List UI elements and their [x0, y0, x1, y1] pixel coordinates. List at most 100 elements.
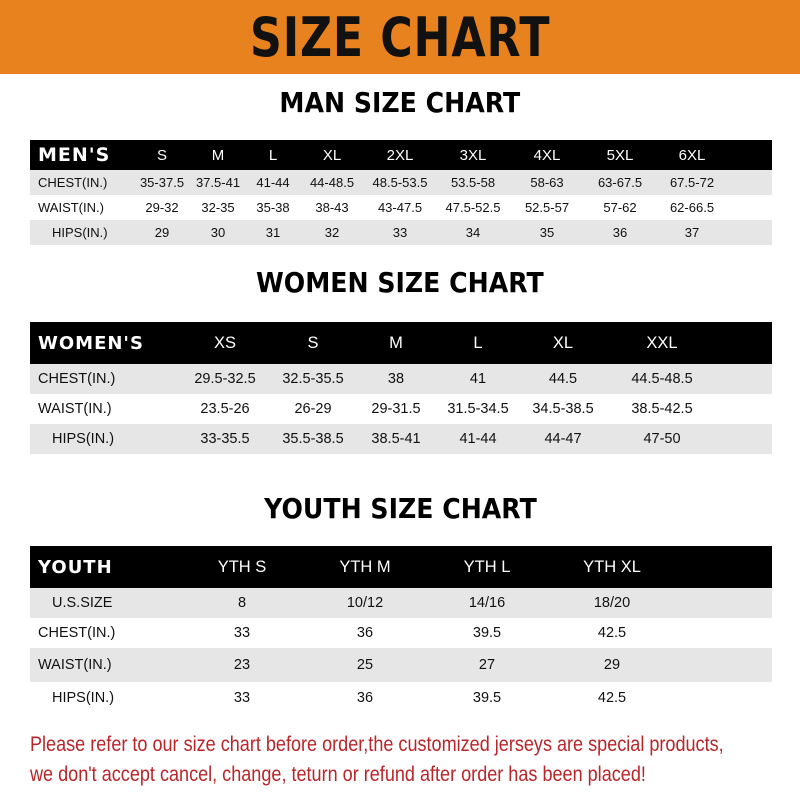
table-row: WAIST(IN.) 23 25 27 29 [30, 648, 772, 682]
table-cell: 29-32 [145, 200, 179, 215]
table-row: CHEST(IN.) 29.5-32.5 32.5-35.5 38 41 44.5 44.5… [30, 364, 772, 394]
table-cell: 47-50 [643, 431, 681, 447]
table-cell: 44-48.5 [309, 175, 355, 190]
table-cell: 35-37.5 [139, 175, 185, 190]
table-cell: 23 [233, 657, 251, 673]
size-header: M [211, 146, 225, 164]
row-label: HIPS(IN.) [52, 690, 115, 706]
table-cell: 36 [356, 625, 374, 641]
table-cell: 29.5-32.5 [194, 371, 256, 387]
size-header: L [268, 146, 278, 164]
table-cell: 67.5-72 [669, 175, 715, 190]
table-cell: 10/12 [346, 595, 384, 611]
size-chart-banner: SIZE CHART [0, 0, 800, 74]
table-cell: 34 [465, 225, 481, 240]
table-cell: 27 [478, 657, 496, 673]
header-label: YOUTH [38, 556, 113, 578]
table-cell: 42.5 [597, 625, 627, 641]
header-label: MEN'S [38, 144, 111, 166]
table-row: WAIST(IN.) 23.5-26 26-29 29-31.5 31.5-34.5 34… [30, 394, 772, 424]
row-label: CHEST(IN.) [38, 175, 108, 190]
table-row: CHEST(IN.) 33 36 39.5 42.5 [30, 618, 772, 648]
row-label: WAIST(IN.) [38, 401, 112, 417]
table-cell: 32-35 [201, 200, 235, 215]
row-label: WAIST(IN.) [38, 657, 112, 673]
size-header: 2XL [386, 146, 414, 164]
size-header: YTH L [463, 557, 511, 576]
table-cell: 18/20 [593, 595, 631, 611]
table-cell: 63-67.5 [597, 175, 643, 190]
size-header: 5XL [606, 146, 634, 164]
table-row: HIPS(IN.) 33 36 39.5 42.5 [30, 682, 772, 714]
size-header: 4XL [533, 146, 561, 164]
youth-section-title: YOUTH SIZE CHART [263, 492, 537, 525]
table-cell: 36 [356, 690, 374, 706]
size-header: XS [213, 333, 237, 352]
table-cell: 29 [154, 225, 170, 240]
table-cell: 34.5-38.5 [532, 401, 594, 417]
table-cell: 38 [387, 371, 405, 387]
notice-line-1: Please refer to our size chart before or… [30, 733, 724, 756]
size-header: XXL [646, 333, 678, 352]
table-cell: 42.5 [597, 690, 627, 706]
table-cell: 44.5 [548, 371, 578, 387]
row-label: U.S.SIZE [52, 595, 113, 611]
table-cell: 35.5-38.5 [282, 431, 344, 447]
table-cell: 43-47.5 [377, 200, 423, 215]
table-cell: 31 [265, 225, 281, 240]
table-cell: 44-47 [544, 431, 582, 447]
table-cell: 33-35.5 [200, 431, 250, 447]
table-cell: 48.5-53.5 [372, 175, 428, 190]
men-header-row: MEN'S S M L XL 2XL 3XL 4XL 5XL 6XL [30, 140, 772, 170]
table-cell: 38.5-42.5 [631, 401, 693, 417]
women-header-row: WOMEN'S XS S M L XL XXL [30, 322, 772, 364]
size-header: S [307, 333, 319, 352]
table-cell: 58-63 [530, 175, 564, 190]
size-header: S [156, 146, 168, 164]
table-cell: 33 [392, 225, 408, 240]
table-cell: 52.5-57 [524, 200, 570, 215]
table-cell: 26-29 [294, 401, 332, 417]
row-label: WAIST(IN.) [38, 200, 104, 215]
table-cell: 14/16 [468, 595, 506, 611]
men-size-table: MEN'S S M L XL 2XL 3XL 4XL 5XL 6XL CHEST(IN.) 35-37… [30, 140, 772, 245]
table-cell: 32 [324, 225, 340, 240]
row-label: HIPS(IN.) [52, 431, 115, 447]
header-label: WOMEN'S [38, 332, 144, 354]
table-cell: 36 [612, 225, 628, 240]
size-header: YTH M [339, 557, 391, 576]
table-cell: 29-31.5 [371, 401, 421, 417]
table-cell: 47.5-52.5 [445, 200, 501, 215]
table-cell: 53.5-58 [450, 175, 496, 190]
table-cell: 32.5-35.5 [282, 371, 344, 387]
table-row: WAIST(IN.) 29-32 32-35 35-38 38-43 43-47.5 47.… [30, 195, 772, 220]
table-cell: 41 [469, 371, 487, 387]
table-cell: 41-44 [256, 175, 290, 190]
table-cell: 41-44 [459, 431, 497, 447]
table-row: HIPS(IN.) 33-35.5 35.5-38.5 38.5-41 41-44 44-… [30, 424, 772, 454]
men-section-title: MAN SIZE CHART [279, 86, 521, 119]
notice-line-2: we don't accept cancel, change, teturn o… [30, 763, 646, 786]
table-cell: 44.5-48.5 [631, 371, 693, 387]
table-cell: 29 [603, 657, 621, 673]
table-cell: 62-66.5 [669, 200, 715, 215]
size-header: M [389, 333, 403, 352]
women-section-title: WOMEN SIZE CHART [256, 266, 544, 299]
table-cell: 31.5-34.5 [447, 401, 509, 417]
row-label: CHEST(IN.) [38, 371, 116, 387]
table-cell: 37.5-41 [195, 175, 241, 190]
table-cell: 23.5-26 [200, 401, 250, 417]
table-row: HIPS(IN.) 29 30 31 32 33 34 35 36 37 [30, 220, 772, 245]
size-header: YTH XL [583, 557, 641, 576]
size-header: L [473, 333, 483, 352]
size-header: 3XL [459, 146, 487, 164]
page-title: SIZE CHART [249, 5, 551, 69]
row-label: HIPS(IN.) [52, 225, 108, 240]
table-cell: 30 [210, 225, 226, 240]
table-cell: 33 [233, 690, 251, 706]
size-header: XL [552, 333, 574, 352]
size-header: YTH S [217, 557, 267, 576]
row-label: CHEST(IN.) [38, 625, 116, 641]
table-cell: 38.5-41 [371, 431, 421, 447]
women-size-table: WOMEN'S XS S M L XL XXL CHEST(IN.) 29.5-32.5 32.5… [30, 322, 772, 454]
